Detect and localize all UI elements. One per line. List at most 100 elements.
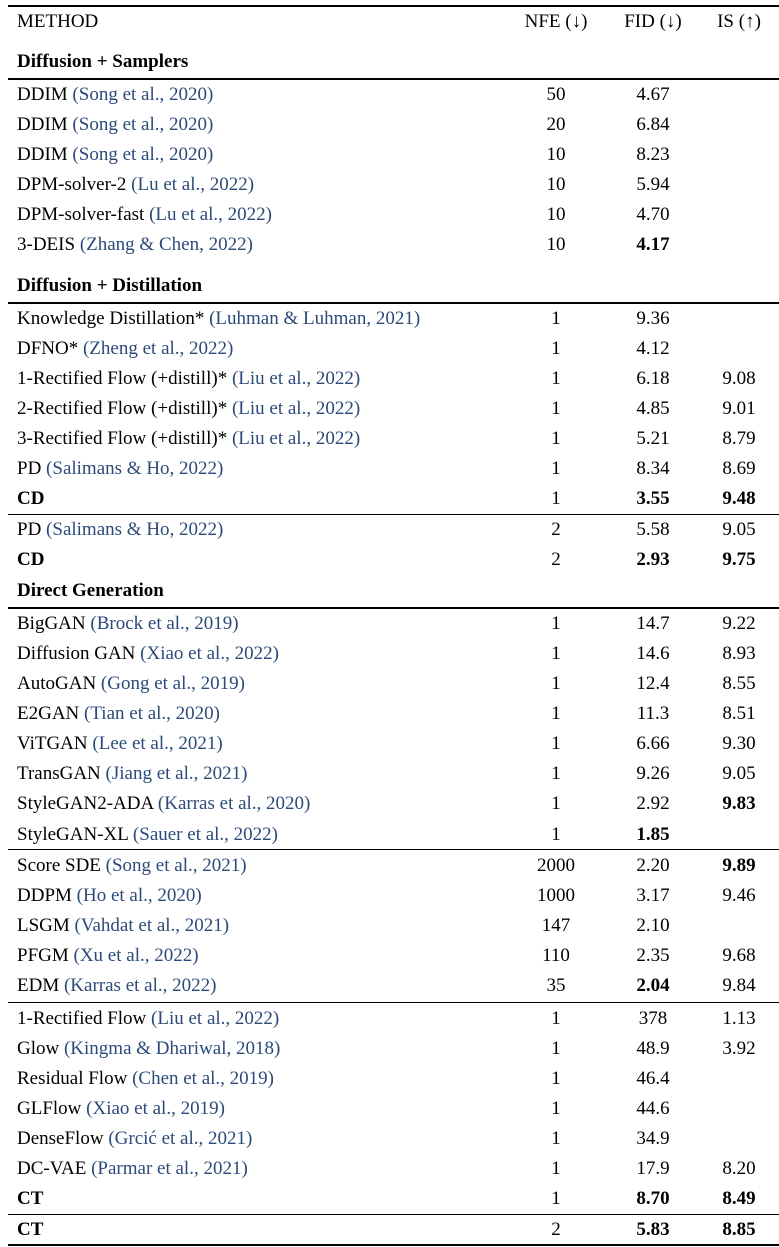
- is-cell: 8.55: [722, 673, 756, 694]
- nfe-cell: 110: [542, 945, 570, 966]
- citation-link[interactable]: (Liu et al., 2022): [231, 398, 361, 419]
- citation-link[interactable]: (Luhman & Luhman, 2021): [209, 308, 421, 329]
- citation-link[interactable]: (Song et al., 2021): [105, 855, 247, 876]
- table-row: DPM-solver-2 (Lu et al., 2022) 10 5.94: [0, 170, 779, 200]
- table-row: Diffusion GAN (Xiao et al., 2022) 1 14.6 8.…: [0, 639, 779, 669]
- fid-cell: 3.55: [636, 488, 670, 509]
- fid-cell: 17.9: [636, 1158, 670, 1179]
- table-row: DFNO* (Zheng et al., 2022) 1 4.12: [0, 334, 779, 364]
- citation-link[interactable]: (Sauer et al., 2022): [132, 824, 279, 845]
- is-cell: 1.13: [722, 1008, 756, 1029]
- citation-link[interactable]: (Song et al., 2020): [72, 84, 214, 105]
- table-row: StyleGAN-XL (Sauer et al., 2022) 1 1.85: [0, 820, 779, 850]
- citation-link[interactable]: (Xiao et al., 2019): [86, 1098, 225, 1119]
- nfe-cell: 1: [551, 1068, 561, 1089]
- citation-link[interactable]: (Salimans & Ho, 2022): [46, 519, 224, 540]
- section-header: Direct Generation: [0, 576, 779, 606]
- fid-cell: 12.4: [636, 673, 670, 694]
- is-cell: 8.79: [722, 428, 756, 449]
- method-name: EDM: [17, 975, 60, 996]
- method-cell: DC-VAE (Parmar et al., 2021): [17, 1154, 248, 1184]
- method-name: PD: [17, 458, 42, 479]
- method-name: Diffusion GAN: [17, 643, 136, 664]
- table-row: DDIM (Song et al., 2020) 10 8.23: [0, 140, 779, 170]
- method-cell: Glow (Kingma & Dhariwal, 2018): [17, 1034, 280, 1064]
- nfe-cell: 10: [546, 204, 566, 225]
- section-header: Diffusion + Samplers: [0, 47, 779, 77]
- citation-link[interactable]: (Vahdat et al., 2021): [74, 915, 230, 936]
- table-row: 3-DEIS (Zhang & Chen, 2022) 10 4.17: [0, 230, 779, 260]
- fid-cell: 4.85: [636, 398, 670, 419]
- nfe-cell: 2: [551, 519, 561, 540]
- fid-cell: 2.92: [636, 793, 670, 814]
- table-row: GLFlow (Xiao et al., 2019) 1 44.6: [0, 1094, 779, 1124]
- table-row: StyleGAN2-ADA (Karras et al., 2020) 1 2.92…: [0, 789, 779, 819]
- table-row: 1-Rectified Flow (Liu et al., 2022) 1 378 1…: [0, 1004, 779, 1034]
- citation-link[interactable]: (Xu et al., 2022): [73, 945, 199, 966]
- citation-link[interactable]: (Liu et al., 2022): [231, 428, 361, 449]
- fid-cell: 44.6: [636, 1098, 670, 1119]
- nfe-cell: 20: [546, 114, 566, 135]
- nfe-cell: 10: [546, 174, 566, 195]
- citation-link[interactable]: (Lu et al., 2022): [149, 204, 273, 225]
- citation-link[interactable]: (Jiang et al., 2021): [105, 763, 248, 784]
- citation-link[interactable]: (Xiao et al., 2022): [140, 643, 279, 664]
- citation-link[interactable]: (Lu et al., 2022): [131, 174, 255, 195]
- method-name: 2-Rectified Flow (+distill)*: [17, 398, 228, 419]
- citation-link[interactable]: (Song et al., 2020): [72, 144, 214, 165]
- fid-cell: 8.34: [636, 458, 670, 479]
- citation-link[interactable]: (Karras et al., 2020): [157, 793, 311, 814]
- method-cell: PD (Salimans & Ho, 2022): [17, 454, 223, 484]
- method-cell: 1-Rectified Flow (Liu et al., 2022): [17, 1004, 279, 1034]
- citation-link[interactable]: (Tian et al., 2020): [84, 703, 221, 724]
- fid-cell: 8.23: [636, 144, 670, 165]
- fid-cell: 9.26: [636, 763, 670, 784]
- is-cell: 9.22: [722, 613, 756, 634]
- citation-link[interactable]: (Liu et al., 2022): [151, 1008, 280, 1029]
- method-cell: DDPM (Ho et al., 2020): [17, 881, 202, 911]
- table-row: EDM (Karras et al., 2022) 35 2.04 9.84: [0, 971, 779, 1001]
- method-name: DDIM: [17, 144, 68, 165]
- method-cell: AutoGAN (Gong et al., 2019): [17, 669, 245, 699]
- nfe-cell: 1: [551, 1128, 561, 1149]
- method-name: CT: [17, 1219, 44, 1240]
- method-name: 1-Rectified Flow (+distill)*: [17, 368, 228, 389]
- fid-cell: 34.9: [636, 1128, 670, 1149]
- citation-link[interactable]: (Liu et al., 2022): [231, 368, 361, 389]
- method-name: DDPM: [17, 885, 72, 906]
- method-name: TransGAN: [17, 763, 101, 784]
- fid-cell: 2.20: [636, 855, 670, 876]
- citation-link[interactable]: (Song et al., 2020): [72, 114, 214, 135]
- citation-link[interactable]: (Grcić et al., 2021): [108, 1128, 253, 1149]
- citation-link[interactable]: (Lee et al., 2021): [92, 733, 223, 754]
- nfe-cell: 1: [551, 733, 561, 754]
- table-row: PD (Salimans & Ho, 2022) 1 8.34 8.69: [0, 454, 779, 484]
- citation-link[interactable]: (Karras et al., 2022): [63, 975, 217, 996]
- citation-link[interactable]: (Ho et al., 2020): [76, 885, 202, 906]
- method-cell: Residual Flow (Chen et al., 2019): [17, 1064, 274, 1094]
- method-name: Glow: [17, 1038, 60, 1059]
- citation-link[interactable]: (Gong et al., 2019): [100, 673, 245, 694]
- method-cell: Knowledge Distillation* (Luhman & Luhman…: [17, 304, 420, 334]
- fid-cell: 6.18: [636, 368, 670, 389]
- is-cell: 8.49: [722, 1188, 756, 1209]
- citation-link[interactable]: (Brock et al., 2019): [90, 613, 239, 634]
- is-cell: 9.68: [722, 945, 756, 966]
- method-name: LSGM: [17, 915, 70, 936]
- citation-link[interactable]: (Zheng et al., 2022): [82, 338, 234, 359]
- citation-link[interactable]: (Salimans & Ho, 2022): [46, 458, 224, 479]
- section-header: Diffusion + Distillation: [0, 271, 779, 301]
- is-cell: 9.05: [722, 763, 756, 784]
- method-name: Score SDE: [17, 855, 101, 876]
- citation-link[interactable]: (Chen et al., 2019): [132, 1068, 274, 1089]
- is-cell: 9.84: [722, 975, 756, 996]
- nfe-cell: 1: [551, 338, 561, 359]
- citation-link[interactable]: (Parmar et al., 2021): [91, 1158, 248, 1179]
- is-cell: 9.83: [722, 793, 756, 814]
- fid-cell: 2.93: [636, 549, 670, 570]
- section-label: Diffusion + Samplers: [17, 51, 189, 72]
- citation-link[interactable]: (Kingma & Dhariwal, 2018): [63, 1038, 281, 1059]
- method-cell: 2-Rectified Flow (+distill)* (Liu et al.…: [17, 394, 360, 424]
- method-name: PFGM: [17, 945, 69, 966]
- citation-link[interactable]: (Zhang & Chen, 2022): [79, 234, 253, 255]
